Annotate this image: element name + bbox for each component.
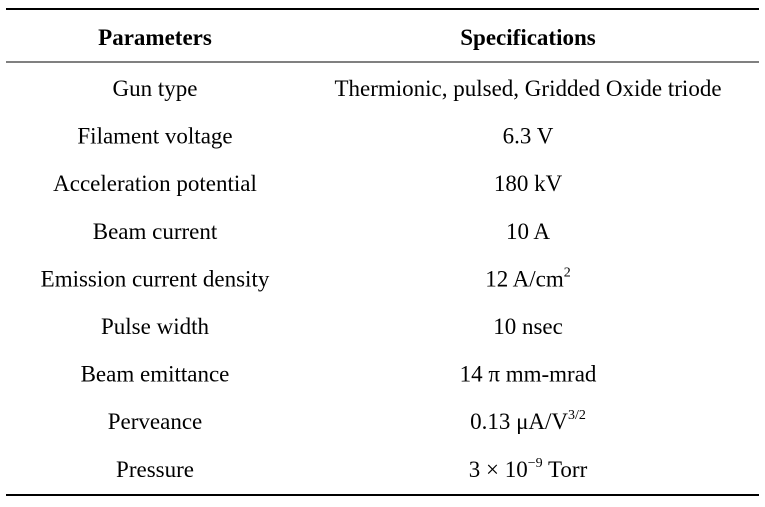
specification-cell: 6.3 V	[503, 124, 554, 149]
superscript: 3/2	[568, 408, 586, 423]
parameter-cell: Acceleration potential	[53, 171, 257, 196]
specification-cell: 10 nsec	[493, 314, 563, 339]
specification-cell: Thermionic, pulsed, Gridded Oxide triode	[334, 76, 721, 101]
header-cell: Parameters	[98, 25, 212, 50]
specification-cell: 0.13 μA/V3/2	[470, 408, 586, 434]
specification-suffix: Torr	[543, 457, 588, 482]
specification-cell: 180 kV	[494, 171, 563, 196]
specification-text: 12 A/cm	[485, 266, 564, 291]
specification-text: 180 kV	[494, 171, 563, 196]
specification-text: 10 A	[506, 219, 550, 244]
specification-cell: 3 × 10−9 Torr	[469, 456, 588, 482]
specification-cell: 14 π mm-mrad	[460, 362, 597, 387]
parameter-cell: Beam current	[93, 219, 218, 244]
superscript: 2	[564, 265, 571, 280]
specification-text: 0.13 μA/V	[470, 409, 568, 434]
specification-cell: 12 A/cm2	[485, 265, 571, 291]
specification-cell: 10 A	[506, 219, 550, 244]
superscript: −9	[528, 456, 543, 471]
specification-text: 10 nsec	[493, 314, 563, 339]
specification-text: 14 π mm-mrad	[460, 362, 597, 387]
parameter-cell: Gun type	[113, 76, 198, 101]
parameter-cell: Filament voltage	[77, 124, 232, 149]
specification-text: Thermionic, pulsed, Gridded Oxide triode	[334, 76, 721, 101]
parameter-cell: Pressure	[116, 457, 194, 482]
parameter-cell: Emission current density	[41, 266, 270, 291]
header-cell: Specifications	[460, 25, 595, 50]
parameter-cell: Perveance	[108, 409, 203, 434]
specification-text: 3 × 10	[469, 457, 528, 482]
parameter-cell: Beam emittance	[81, 362, 230, 387]
specification-text: 6.3 V	[503, 124, 554, 149]
parameter-cell: Pulse width	[101, 314, 209, 339]
